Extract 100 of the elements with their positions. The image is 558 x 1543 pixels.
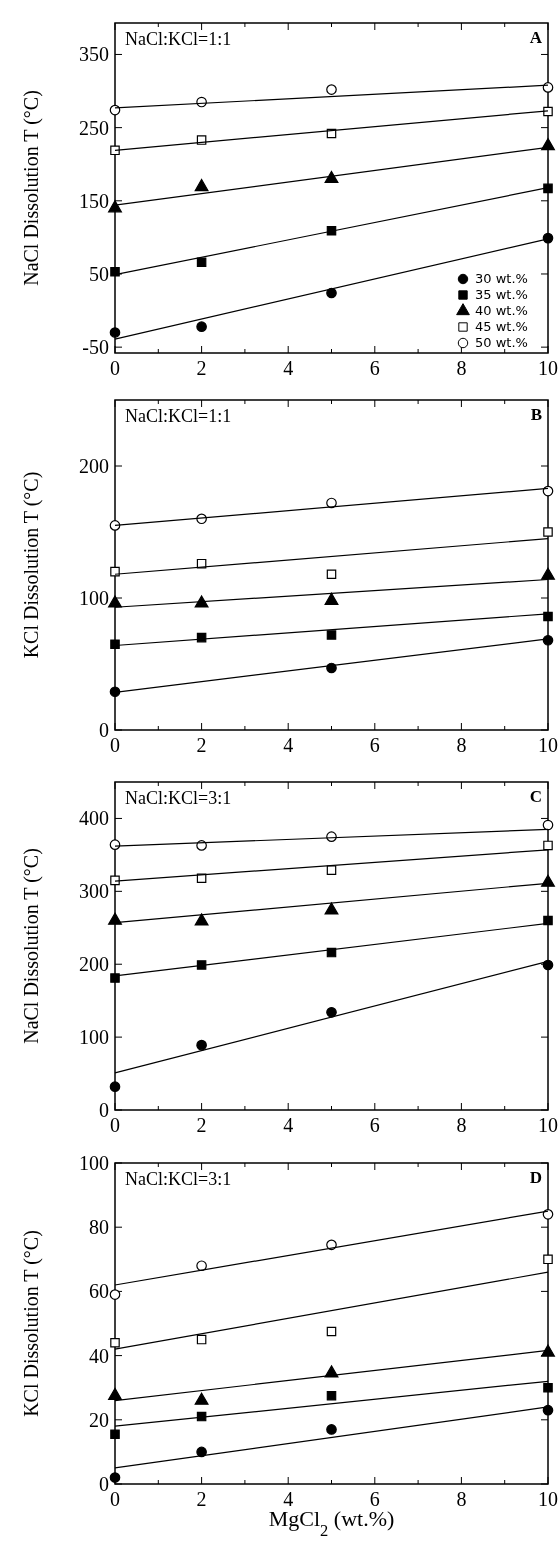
point — [109, 1289, 121, 1300]
y-tick-label: 0 — [99, 1473, 109, 1495]
y-tick-label: 100 — [79, 1026, 109, 1049]
y-tick-label: 80 — [89, 1216, 109, 1239]
point — [110, 1429, 120, 1440]
y-axis-title: KCl Dissolution T (°C) — [20, 471, 43, 659]
annotation: A — [529, 28, 543, 47]
point — [543, 1254, 553, 1265]
point — [543, 1382, 553, 1393]
y-axis-title: NaCl Dissolution T (°C) — [20, 90, 43, 286]
annotation: D — [529, 1168, 542, 1187]
point — [109, 104, 121, 116]
annotation: NaCl:KCl=1:1 — [125, 406, 232, 426]
y-tick-label: 0 — [99, 1099, 109, 1121]
point — [109, 1081, 121, 1092]
point — [543, 183, 553, 194]
point — [108, 200, 122, 213]
point — [326, 287, 337, 299]
point — [196, 1446, 207, 1458]
y-tick-label: 200 — [79, 455, 109, 477]
x-tick-label: 8 — [456, 734, 467, 756]
y-tick-label: 0 — [99, 719, 109, 741]
y-tick-label: 200 — [79, 953, 109, 976]
point — [542, 1209, 554, 1220]
annotation: NaCl:KCl=3:1 — [125, 788, 232, 808]
point — [108, 1387, 122, 1400]
point — [110, 566, 120, 577]
y-tick-label: 20 — [89, 1408, 109, 1431]
point — [326, 1326, 337, 1337]
point — [541, 874, 555, 887]
point — [194, 1392, 209, 1405]
y-tick-label: 60 — [89, 1280, 109, 1303]
legend-label: 30 wt.% — [475, 271, 528, 286]
legend-label: 50 wt.% — [475, 335, 528, 350]
point — [196, 321, 207, 332]
x-tick-label: 6 — [369, 1114, 380, 1136]
point — [542, 819, 554, 831]
point — [324, 592, 339, 605]
point — [541, 1344, 555, 1357]
point — [109, 686, 121, 698]
point — [326, 1390, 337, 1401]
point — [543, 527, 553, 537]
point — [196, 1039, 207, 1051]
y-axis-title: KCl Dissolution T (°C) — [20, 1230, 43, 1417]
x-tick-label: 2 — [196, 357, 207, 379]
y-tick-label: 150 — [79, 189, 109, 212]
x-tick-label: 6 — [369, 734, 380, 756]
x-tick-label: 4 — [283, 1114, 294, 1136]
point — [109, 327, 121, 338]
point — [108, 912, 122, 925]
y-tick-label: 300 — [79, 880, 109, 903]
legend-label: 40 wt.% — [475, 303, 528, 318]
point — [324, 902, 339, 915]
legend-label: 35 wt.% — [475, 287, 528, 302]
point — [110, 639, 120, 649]
x-tick-label: 8 — [456, 357, 467, 379]
point — [542, 232, 554, 244]
point — [543, 915, 553, 926]
x-tick-label: 2 — [196, 1114, 207, 1136]
point — [196, 1260, 207, 1272]
point — [543, 840, 553, 851]
point — [326, 569, 337, 580]
point — [543, 611, 553, 622]
point — [543, 106, 553, 117]
point — [542, 634, 554, 646]
point — [108, 595, 122, 608]
point — [194, 178, 209, 192]
point — [326, 630, 337, 640]
annotation: B — [530, 405, 542, 424]
point — [194, 595, 209, 608]
x-tick-label: 10 — [538, 1488, 558, 1510]
point — [194, 913, 209, 926]
x-tick-label: 10 — [538, 357, 558, 379]
y-tick-label: 100 — [79, 1152, 109, 1174]
x-tick-label: 2 — [196, 1488, 207, 1510]
point — [324, 170, 339, 184]
point — [326, 1007, 337, 1018]
point — [324, 1365, 339, 1378]
x-tick-label: 8 — [456, 1488, 467, 1510]
x-tick-label: 2 — [196, 734, 207, 756]
point — [196, 257, 207, 268]
legend-label: 45 wt.% — [475, 319, 528, 334]
y-tick-label: 100 — [79, 587, 109, 609]
point — [196, 1334, 207, 1345]
annotation: NaCl:KCl=3:1 — [125, 1169, 232, 1189]
point — [110, 973, 120, 983]
point — [541, 567, 555, 580]
x-tick-label: 6 — [369, 357, 380, 379]
y-tick-label: 400 — [79, 807, 109, 830]
point — [109, 520, 121, 531]
x-tick-label: 8 — [456, 1114, 467, 1136]
point — [109, 1472, 121, 1483]
y-tick-label: 250 — [79, 116, 109, 139]
annotation: NaCl:KCl=1:1 — [125, 29, 232, 49]
y-tick-label: 350 — [79, 43, 109, 66]
point — [542, 1404, 554, 1416]
x-tick-label: 10 — [538, 734, 558, 756]
point — [326, 84, 337, 95]
x-tick-label: 10 — [538, 1114, 558, 1136]
annotation: C — [529, 787, 542, 806]
